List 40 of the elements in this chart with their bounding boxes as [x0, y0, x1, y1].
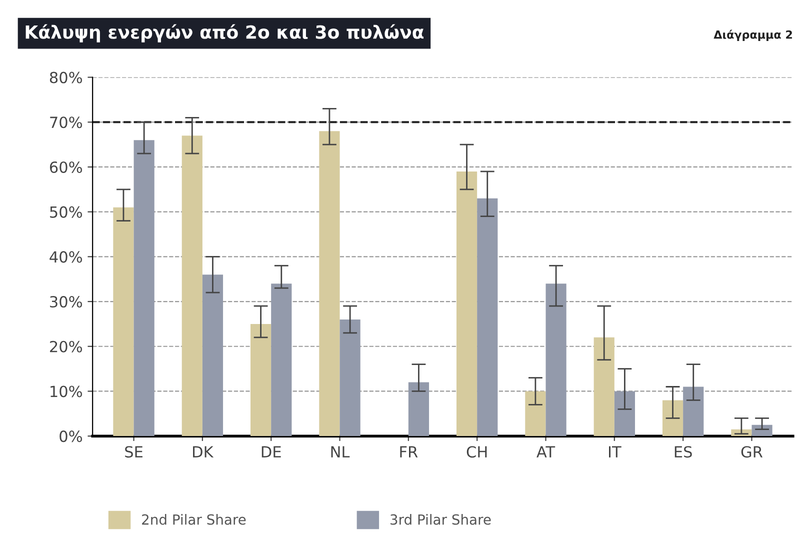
bar — [546, 284, 566, 436]
bar — [340, 319, 360, 436]
chart-title: Κάλυψη ενεργών από 2ο και 3ο πυλώνα — [26, 24, 424, 42]
x-tick-label: SE — [125, 446, 142, 458]
bar — [113, 207, 134, 436]
legend-label: 3rd Pilar Share — [390, 514, 491, 525]
y-tick-label: 10% — [50, 386, 82, 398]
x-tick-label: NL — [331, 446, 350, 458]
x-tick-label: CH — [466, 446, 487, 458]
bar — [477, 198, 498, 436]
y-tick-label: 50% — [50, 206, 82, 218]
bar — [319, 131, 340, 436]
x-tick-label: GR — [741, 446, 763, 458]
x-tick-label: ES — [674, 446, 692, 458]
y-tick-label: 80% — [50, 72, 82, 84]
bar — [614, 391, 636, 436]
y-tick-label: 70% — [50, 116, 82, 128]
y-tick-label: 60% — [50, 161, 82, 173]
y-tick-label: 20% — [50, 340, 82, 352]
bar — [202, 274, 224, 436]
bar — [134, 140, 154, 436]
legend-label: 2nd Pilar Share — [142, 514, 246, 525]
text: Διάγραμμα 2 — [714, 30, 792, 41]
bar — [456, 171, 478, 436]
bar — [525, 391, 546, 436]
bar — [271, 284, 292, 436]
y-tick-label: 30% — [50, 296, 82, 308]
x-tick-label: DK — [193, 446, 214, 458]
x-tick-label: FR — [400, 446, 418, 458]
y-tick-label: 0% — [60, 430, 82, 442]
bar — [662, 400, 684, 436]
y-tick-label: 40% — [50, 251, 82, 263]
bar — [408, 382, 430, 436]
bar — [182, 136, 202, 436]
x-tick-label: IT — [608, 446, 622, 458]
bar — [594, 337, 614, 436]
bar — [683, 386, 704, 436]
bar — [250, 324, 272, 436]
x-tick-label: DE — [262, 446, 281, 458]
x-tick-label: AT — [536, 446, 556, 458]
